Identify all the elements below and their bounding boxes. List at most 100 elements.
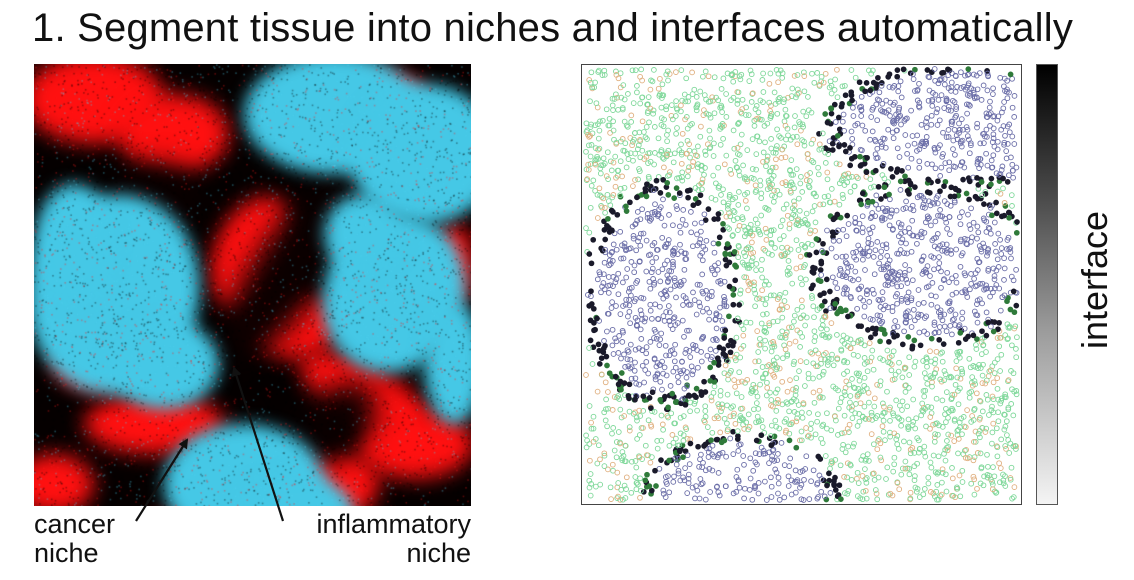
stroma-cell-point (896, 486, 903, 493)
cancer-cell-point (878, 266, 885, 273)
cancer-cell-point (677, 279, 684, 285)
interface-cell-point (730, 301, 737, 308)
cancer-cell-point (627, 320, 633, 327)
stroma-cell-point (927, 425, 933, 432)
interface-cell-point (862, 88, 868, 95)
cancer-cell-point (843, 274, 850, 280)
cancer-cell-point (741, 461, 747, 468)
stroma-cell-point (679, 169, 686, 176)
cancer-cell-point (959, 289, 965, 296)
stroma-cell-point (868, 70, 875, 77)
cancer-cell-point (945, 103, 952, 110)
stroma-cell-point (786, 421, 793, 427)
stroma-cell-point (592, 157, 599, 164)
stroma-cell-point (597, 192, 604, 199)
stroma-cell-point (917, 445, 923, 452)
stroma-cell-point (936, 422, 942, 429)
cancer-cell-point (680, 474, 686, 481)
interface-cell-point (848, 92, 855, 99)
interface-cell-point (912, 184, 918, 190)
interface-cell-point (940, 69, 947, 76)
cancer-cell-point (858, 113, 865, 119)
stroma-cell-point (774, 143, 780, 149)
cancer-cell-point (808, 478, 814, 485)
stroma-cell-point (959, 467, 966, 474)
cancer-cell-point (832, 279, 839, 286)
interface-cell-point (1001, 212, 1008, 219)
stroma-cell-point (861, 355, 868, 361)
cancer-cell-point (990, 152, 997, 159)
cancer-cell-point (868, 114, 875, 120)
stroma-cell-point (884, 388, 890, 395)
stroma-cell-point (663, 106, 670, 113)
cancer-cell-point (617, 311, 624, 317)
stroma-cell-point (895, 368, 902, 375)
cancer-cell-point (651, 240, 658, 246)
stroma-cell-point (815, 411, 821, 418)
cancer-cell-point (878, 82, 885, 89)
cancer-cell-point (945, 85, 952, 91)
interface-cell-point (726, 283, 733, 290)
cancer-cell-point (1004, 95, 1011, 102)
stroma-cell-point (941, 450, 947, 457)
cancer-cell-point (686, 327, 692, 334)
stroma-cell-point (802, 244, 809, 251)
interface-cell-point (912, 66, 918, 73)
stroma-cell-point (989, 403, 995, 410)
stroma-cell-point (644, 136, 650, 142)
stroma-cell-point (743, 319, 750, 326)
stroma-cell-point (769, 252, 775, 258)
cancer-cell-point (677, 229, 684, 236)
stroma-cell-point (970, 473, 977, 480)
interface-cell-point (1006, 214, 1012, 221)
stroma-cell-point (928, 464, 935, 471)
cancer-cell-point (889, 84, 896, 91)
stroma-cell-point (738, 131, 745, 138)
stroma-cell-point (857, 400, 864, 407)
cancer-cell-point (999, 163, 1006, 170)
cancer-cell-point (905, 164, 912, 171)
stroma-cell-point (819, 440, 826, 446)
stroma-cell-point (742, 197, 749, 204)
stroma-cell-point (738, 110, 745, 117)
stroma-cell-point (801, 73, 808, 79)
cancer-cell-point (706, 309, 713, 316)
cancer-cell-point (628, 284, 635, 291)
stroma-cell-point (773, 400, 779, 406)
cancer-cell-point (719, 449, 726, 456)
interface-cell-point (899, 168, 905, 174)
stroma-cell-point (809, 295, 815, 302)
cancer-cell-point (937, 77, 943, 84)
cancer-cell-point (706, 292, 713, 299)
stroma-cell-point (810, 303, 817, 310)
stroma-cell-point (880, 417, 887, 424)
interface-cell-point (941, 183, 947, 190)
stroma-cell-point (639, 77, 645, 84)
stroma-cell-point (742, 227, 749, 233)
interface-cell-point (652, 467, 658, 474)
interface-cell-point (834, 211, 841, 218)
stroma-cell-point (753, 103, 760, 109)
stroma-cell-point (802, 383, 808, 389)
stroma-cell-point (923, 359, 930, 366)
stroma-cell-point (842, 449, 849, 456)
stroma-cell-point (918, 412, 925, 419)
cancer-cell-point (643, 350, 650, 357)
stroma-cell-point (951, 438, 958, 444)
interface-cell-point (1010, 288, 1017, 295)
stroma-cell-point (1008, 368, 1014, 374)
cancer-cell-point (697, 303, 703, 310)
cancer-cell-point (698, 219, 705, 226)
cancer-cell-point (630, 233, 637, 239)
stroma-cell-point (763, 278, 769, 285)
stroma-cell-point (959, 368, 966, 375)
interface-cell-point (873, 81, 879, 87)
stroma-cell-point (893, 436, 900, 443)
interface-cell-point (1004, 298, 1010, 305)
cancer-cell-point (609, 258, 616, 264)
cancer-cell-point (1006, 172, 1012, 179)
stroma-cell-point (676, 147, 683, 153)
stroma-cell-point (798, 297, 805, 304)
interface-cell-point (1007, 71, 1014, 78)
cancer-cell-point (657, 336, 664, 343)
